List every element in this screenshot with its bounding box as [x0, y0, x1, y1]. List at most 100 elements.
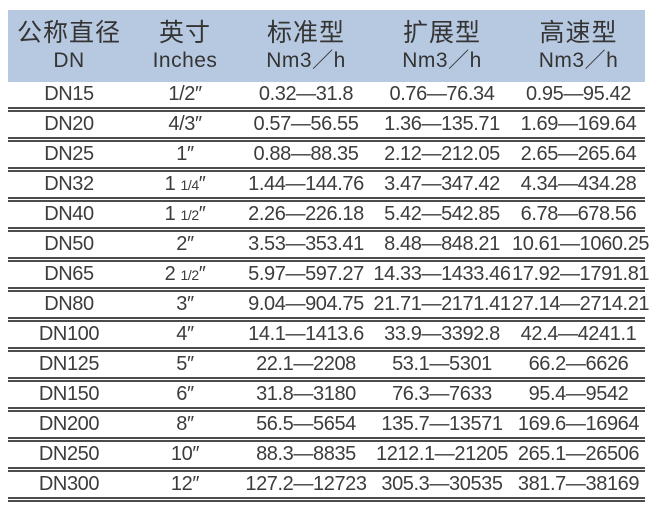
table-row: DN100 4″ 14.1—1413.6 33.9—3392.8 42.4—4241.1: [8, 322, 645, 352]
table-row: DN20 4/3″ 0.57—56.55 1.36—135.71 1.69—169.64: [8, 112, 645, 142]
cell-extended: 1212.1—21205: [376, 443, 508, 465]
cell-standard: 56.5—5654: [256, 413, 356, 435]
column-header-highspeed-sub: Nm3／h: [538, 49, 619, 73]
cell-standard: 2.26—226.18: [248, 203, 364, 225]
cell-dn: DN80: [44, 293, 94, 315]
cell-inches: 1 1/2″: [164, 203, 206, 225]
column-header-inches-sub: Inches: [152, 49, 218, 73]
column-header-highspeed-zh: 高速型: [539, 19, 618, 48]
cell-high-speed: 95.4—9542: [528, 383, 629, 405]
table-row: DN15 1/2″ 0.32—31.8 0.76—76.34 0.95—95.42: [8, 82, 645, 112]
cell-dn: DN25: [44, 143, 94, 165]
cell-inches: 4/3″: [168, 113, 202, 135]
column-header-dn: 公称直径 DN: [8, 18, 130, 73]
cell-high-speed: 2.65—265.64: [520, 143, 637, 165]
cell-inches: 6″: [176, 383, 194, 405]
table-row: DN150 6″ 31.8—3180 76.3—7633 95.4—9542: [8, 382, 645, 412]
cell-extended: 8.48—848.21: [384, 233, 500, 255]
column-header-dn-zh: 公称直径: [16, 19, 121, 48]
cell-extended: 21.71—2171.41: [373, 293, 511, 315]
cell-standard: 9.04—904.75: [248, 293, 364, 315]
cell-dn: DN50: [44, 233, 94, 255]
cell-standard: 3.53—353.41: [248, 233, 364, 255]
cell-standard: 88.3—8835: [256, 443, 356, 465]
cell-high-speed: 27.14—2714.21: [512, 293, 650, 315]
column-header-standard-zh: 标准型: [266, 19, 345, 48]
flow-spec-table: 公称直径 DN 英寸 Inches 标准型 Nm3／h 扩展型 Nm3／h 高速…: [8, 10, 650, 502]
cell-extended: 1.36—135.71: [384, 113, 500, 135]
cell-extended: 33.9—3392.8: [384, 323, 500, 345]
cell-extended: 2.12—212.05: [384, 143, 500, 165]
cell-extended: 0.76—76.34: [389, 83, 495, 105]
cell-high-speed: 265.1—26506: [517, 443, 640, 465]
cell-dn: DN20: [44, 113, 94, 135]
cell-dn: DN100: [38, 323, 100, 345]
cell-high-speed: 0.95—95.42: [526, 83, 631, 105]
table-row: DN80 3″ 9.04—904.75 21.71—2171.41 27.14—2714…: [8, 292, 650, 322]
table-header-row: 公称直径 DN 英寸 Inches 标准型 Nm3／h 扩展型 Nm3／h 高速…: [8, 10, 645, 82]
column-header-highspeed: 高速型 Nm3／h: [512, 18, 645, 73]
column-header-standard: 标准型 Nm3／h: [240, 18, 372, 73]
cell-high-speed: 66.2—6626: [528, 353, 629, 375]
table-row: DN50 2″ 3.53—353.41 8.48—848.21 10.61—1060.2…: [8, 232, 650, 262]
cell-high-speed: 6.78—678.56: [520, 203, 637, 225]
cell-inches: 5″: [176, 353, 194, 375]
cell-inches: 2″: [176, 233, 194, 255]
cell-standard: 5.97—597.27: [248, 263, 364, 285]
table-row: DN65 2 1/2″ 5.97—597.27 14.33—1433.46 17.92—…: [8, 262, 650, 292]
cell-high-speed: 10.61—1060.25: [512, 233, 650, 255]
cell-high-speed: 169.6—16964: [517, 413, 640, 435]
cell-extended: 53.1—5301: [392, 353, 492, 375]
table-row: DN300 12″ 127.2—12723 305.3—30535 381.7—3816…: [8, 472, 645, 502]
table-row: DN200 8″ 56.5—5654 135.7—13571 169.6—16964: [8, 412, 645, 442]
cell-dn: DN250: [38, 443, 100, 465]
cell-extended: 305.3—30535: [381, 473, 503, 495]
cell-inches: 12″: [170, 473, 200, 495]
table-row: DN32 1 1/4″ 1.44—144.76 3.47—347.42 4.34—434…: [8, 172, 645, 202]
cell-extended: 5.42—542.85: [384, 203, 500, 225]
cell-standard: 22.1—2208: [256, 353, 356, 375]
cell-extended: 14.33—1433.46: [373, 263, 511, 285]
cell-inches: 1 1/4″: [164, 173, 206, 195]
cell-standard: 14.1—1413.6: [248, 323, 364, 345]
cell-extended: 3.47—347.42: [384, 173, 500, 195]
column-header-standard-sub: Nm3／h: [266, 49, 346, 73]
cell-inches: 1/2″: [168, 83, 202, 105]
cell-high-speed: 381.7—38169: [517, 473, 640, 495]
cell-dn: DN150: [38, 383, 100, 405]
column-header-inches-zh: 英寸: [158, 19, 211, 48]
cell-dn: DN32: [44, 173, 94, 195]
cell-standard: 31.8—3180: [256, 383, 356, 405]
cell-inches: 4″: [176, 323, 194, 345]
cell-high-speed: 42.4—4241.1: [520, 323, 637, 345]
column-header-dn-sub: DN: [53, 49, 85, 73]
cell-standard: 0.88—88.35: [253, 143, 359, 165]
cell-high-speed: 4.34—434.28: [520, 173, 637, 195]
cell-extended: 76.3—7633: [392, 383, 492, 405]
table-row: DN40 1 1/2″ 2.26—226.18 5.42—542.85 6.78—678…: [8, 202, 645, 232]
cell-dn: DN200: [38, 413, 100, 435]
column-header-extended-sub: Nm3／h: [402, 49, 482, 73]
cell-standard: 0.57—56.55: [253, 113, 359, 135]
column-header-extended-zh: 扩展型: [402, 19, 481, 48]
table-row: DN125 5″ 22.1—2208 53.1—5301 66.2—6626: [8, 352, 645, 382]
cell-standard: 1.44—144.76: [248, 173, 364, 195]
table-row: DN250 10″ 88.3—8835 1212.1—21205 265.1—26506: [8, 442, 645, 472]
cell-dn: DN65: [44, 263, 94, 285]
cell-dn: DN15: [44, 83, 94, 105]
cell-dn: DN40: [44, 203, 94, 225]
table-body: DN15 1/2″ 0.32—31.8 0.76—76.34 0.95—95.42 DN2…: [8, 82, 650, 502]
cell-inches: 3″: [176, 293, 194, 315]
cell-inches: 2 1/2″: [164, 263, 206, 285]
column-header-extended: 扩展型 Nm3／h: [372, 18, 512, 73]
cell-standard: 127.2—12723: [245, 473, 367, 495]
cell-inches: 8″: [176, 413, 194, 435]
cell-extended: 135.7—13571: [381, 413, 503, 435]
table-row: DN25 1″ 0.88—88.35 2.12—212.05 2.65—265.64: [8, 142, 645, 172]
cell-high-speed: 1.69—169.64: [520, 113, 637, 135]
cell-dn: DN125: [38, 353, 100, 375]
cell-inches: 10″: [170, 443, 200, 465]
cell-inches: 1″: [176, 143, 194, 165]
column-header-inches: 英寸 Inches: [130, 18, 240, 73]
cell-dn: DN300: [38, 473, 100, 495]
